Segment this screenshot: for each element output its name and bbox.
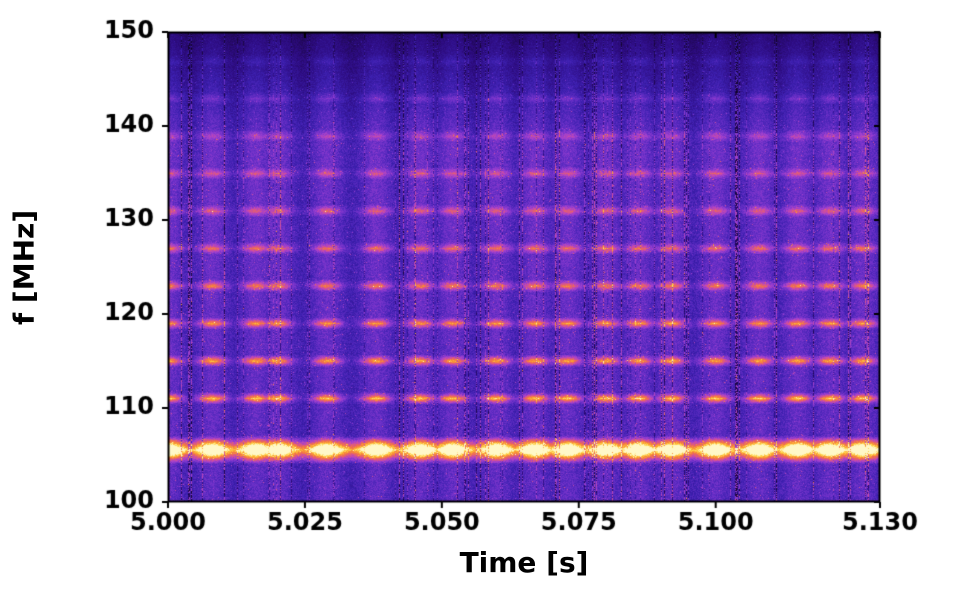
spectrogram-axes	[0, 0, 960, 593]
x-axis-label: Time [s]	[460, 546, 589, 579]
y-axis-label: f [MHz]	[8, 209, 41, 324]
spectrogram-chart: f [MHz] Time [s]	[0, 0, 960, 593]
